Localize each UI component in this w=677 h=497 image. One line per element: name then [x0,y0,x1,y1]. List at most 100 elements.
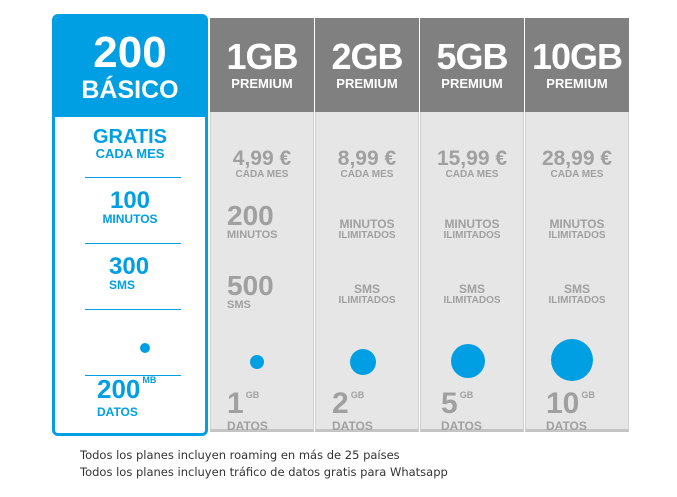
plan-price-unit: CADA MES [95,146,165,161]
price-cell: 4,99 € CADA MES [211,148,313,180]
minutes-cell: 200 MINUTOS [211,200,313,242]
plan-name: 1GB [226,36,298,77]
plan-name: 200 [93,28,167,77]
data-size-dot [451,344,485,378]
plan-body: 28,99 € CADA MES MINUTOS ILIMITADOS SMS … [525,112,629,434]
data-size-dot [551,339,593,381]
plan-header: 2GB PREMIUM [315,18,419,112]
data-amount: 10 GB [546,387,595,420]
data-cell: 10 GB DATOS [526,387,628,434]
plan-body: GRATIS CADA MES 100 MINUTOS 300 SMS 200 … [55,117,205,433]
data-amount: 200 MB [97,375,156,403]
plan-name: 2GB [331,36,403,77]
sms-cell: SMS ILIMITADOS [421,283,523,306]
plan-price: 8,99 € [337,147,397,170]
footer-note-roaming: Todos los planes incluyen roaming en más… [80,448,400,462]
plan-subtitle: PREMIUM [336,76,398,91]
plan-price: 28,99 € [541,147,613,170]
data-label: DATOS [97,405,138,419]
minutes-label: MINUTOS [339,217,395,231]
plan-price-unit: CADA MES [550,169,604,180]
plan-price-unit: CADA MES [235,169,289,180]
plan-body: 15,99 € CADA MES MINUTOS ILIMITADOS SMS … [420,112,524,434]
minutes-label: MINUTOS [227,229,278,241]
sms-cell: SMS ILIMITADOS [526,283,628,306]
plan-price-unit: CADA MES [445,169,499,180]
data-size-dot [140,343,150,353]
minutes-number: 200 [227,200,274,231]
data-number: 10 [546,387,580,420]
data-size-dot [350,349,376,375]
plan-header: 10GB PREMIUM [525,18,629,112]
data-number: 5 [441,387,458,420]
sms-cell: SMS ILIMITADOS [316,283,418,306]
plan-card-5gb[interactable]: 5GB PREMIUM 15,99 € CADA MES MINUTOS ILI… [420,18,524,434]
sms-label: SMS [227,299,251,311]
plan-card-10gb[interactable]: 10GB PREMIUM 28,99 € CADA MES MINUTOS IL… [525,18,629,434]
price-cell: 28,99 € CADA MES [526,148,628,180]
plan-subtitle: BÁSICO [81,76,179,104]
divider [85,309,181,310]
plan-price: GRATIS [92,126,168,148]
minutes-cell: MINUTOS ILIMITADOS [316,218,418,241]
plan-body: 8,99 € CADA MES MINUTOS ILIMITADOS SMS I… [315,112,419,434]
data-number: 1 [227,387,244,420]
sms-cell: 300 SMS [55,253,205,292]
data-unit: GB [581,390,595,400]
data-cell: 5 GB DATOS [421,387,523,434]
sms-number: 300 [109,253,150,280]
plan-header: 200 BÁSICO [55,17,205,117]
divider [85,375,181,376]
data-cell: 2 GB DATOS [316,387,418,434]
data-unit: GB [245,390,260,400]
divider [85,243,181,244]
data-size-dot [250,355,264,369]
sms-number: 500 [227,270,274,301]
plan-card-1gb[interactable]: 1GB PREMIUM 4,99 € CADA MES 200 MINUTOS … [210,18,314,434]
data-label: DATOS [227,419,268,433]
minutes-label: MINUTOS [444,217,500,231]
minutes-cell: MINUTOS ILIMITADOS [526,218,628,241]
sms-unlimited: ILIMITADOS [548,295,606,306]
plan-subtitle: PREMIUM [546,76,608,91]
data-cell: 1 GB DATOS [211,387,313,434]
price-cell: 8,99 € CADA MES [316,148,418,180]
minutes-label: MINUTOS [102,212,158,226]
plan-header: 1GB PREMIUM [210,18,314,112]
data-amount: 5 GB [441,387,474,420]
data-amount: 1 GB [227,387,260,420]
sms-label: SMS [109,278,136,292]
plan-card-200-basico[interactable]: 200 BÁSICO GRATIS CADA MES 100 MINUTOS 3… [52,14,208,436]
divider [85,177,181,178]
sms-cell: 500 SMS [211,270,313,312]
plan-price-unit: CADA MES [340,169,394,180]
minutes-number: 100 [109,187,151,214]
data-unit: GB [350,390,365,400]
plan-name: 5GB [436,36,508,77]
data-label: DATOS [441,419,482,433]
sms-label: SMS [458,282,485,296]
sms-label: SMS [353,282,380,296]
plan-subtitle: PREMIUM [441,76,503,91]
data-number: 2 [332,387,349,420]
minutes-label: MINUTOS [549,217,605,231]
data-unit: GB [459,390,474,400]
minutes-unlimited: ILIMITADOS [548,230,606,241]
plan-name: 10GB [531,36,623,77]
plan-price: 4,99 € [232,147,292,170]
price-cell: GRATIS CADA MES [55,127,205,161]
plan-header: 5GB PREMIUM [420,18,524,112]
minutes-unlimited: ILIMITADOS [338,230,396,241]
plan-card-2gb[interactable]: 2GB PREMIUM 8,99 € CADA MES MINUTOS ILIM… [315,18,419,434]
sms-label: SMS [563,282,590,296]
footer-note-whatsapp: Todos los planes incluyen tráfico de dat… [80,465,448,479]
sms-unlimited: ILIMITADOS [338,295,396,306]
data-number: 200 [97,374,141,404]
minutes-cell: 100 MINUTOS [55,187,205,226]
data-amount: 2 GB [332,387,365,420]
sms-unlimited: ILIMITADOS [443,295,501,306]
plan-body: 4,99 € CADA MES 200 MINUTOS 500 SMS 1 GB… [210,112,314,434]
plan-subtitle: PREMIUM [231,76,293,91]
data-cell: 200 MB DATOS [55,375,205,419]
minutes-unlimited: ILIMITADOS [443,230,501,241]
